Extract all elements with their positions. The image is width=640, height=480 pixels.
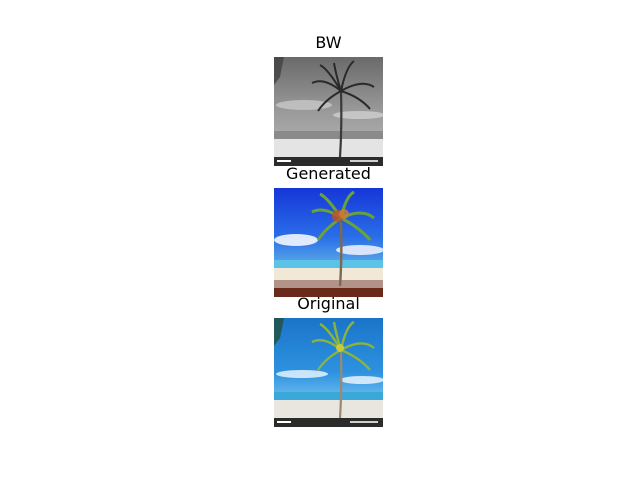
panel-title-generated: Generated [286, 164, 371, 183]
panel-title-bw: BW [315, 33, 342, 52]
panel-title-original: Original [297, 294, 360, 313]
generated-image [274, 188, 383, 297]
bw-image [274, 57, 383, 166]
original-image [274, 318, 383, 427]
